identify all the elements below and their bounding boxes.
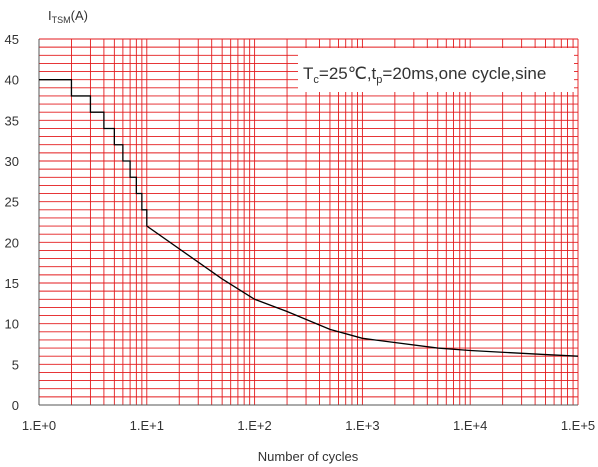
y-tick-label: 30 <box>5 154 19 169</box>
y-axis-label-unit: (A) <box>71 8 88 23</box>
y-axis-label: ITSM(A) <box>48 8 88 25</box>
y-tick-label: 45 <box>5 32 19 47</box>
x-tick-label: 1.E+2 <box>237 418 271 433</box>
annotation-text: Tc=25℃,tp=20ms,one cycle,sine <box>303 64 546 86</box>
y-tick-label: 25 <box>5 195 19 210</box>
annotation-part: =25℃,t <box>319 64 377 83</box>
annotation-part: T <box>303 64 313 83</box>
annotation-box: Tc=25℃,tp=20ms,one cycle,sine <box>298 48 574 92</box>
x-tick-label: 1.E+1 <box>130 418 164 433</box>
y-tick-label: 40 <box>5 73 19 88</box>
series-line <box>39 79 579 357</box>
y-tick-label: 5 <box>12 357 19 372</box>
y-axis-label-main: I <box>48 8 52 23</box>
axes <box>38 39 578 406</box>
x-axis-label: Number of cycles <box>258 449 359 464</box>
y-axis-label-sub: TSM <box>52 15 71 25</box>
y-tick-label: 35 <box>5 113 19 128</box>
x-tick-label: 1.E+4 <box>453 418 487 433</box>
x-tick-labels: 1.E+0 1.E+1 1.E+2 1.E+3 1.E+4 1.E+5 <box>22 418 595 433</box>
annotation-subscript: c <box>313 74 319 86</box>
x-tick-label: 1.E+3 <box>345 418 379 433</box>
y-tick-label: 15 <box>5 276 19 291</box>
annotation-part: =20ms,one cycle,sine <box>382 64 546 83</box>
x-tick-label: 1.E+0 <box>22 418 56 433</box>
y-tick-label: 20 <box>5 235 19 250</box>
x-tick-label: 1.E+5 <box>561 418 595 433</box>
annotation-subscript: p <box>376 74 382 86</box>
y-tick-label: 0 <box>12 398 19 413</box>
y-tick-label: 10 <box>5 317 19 332</box>
y-tick-labels: 0 5 10 15 20 25 30 35 40 45 <box>5 32 19 413</box>
